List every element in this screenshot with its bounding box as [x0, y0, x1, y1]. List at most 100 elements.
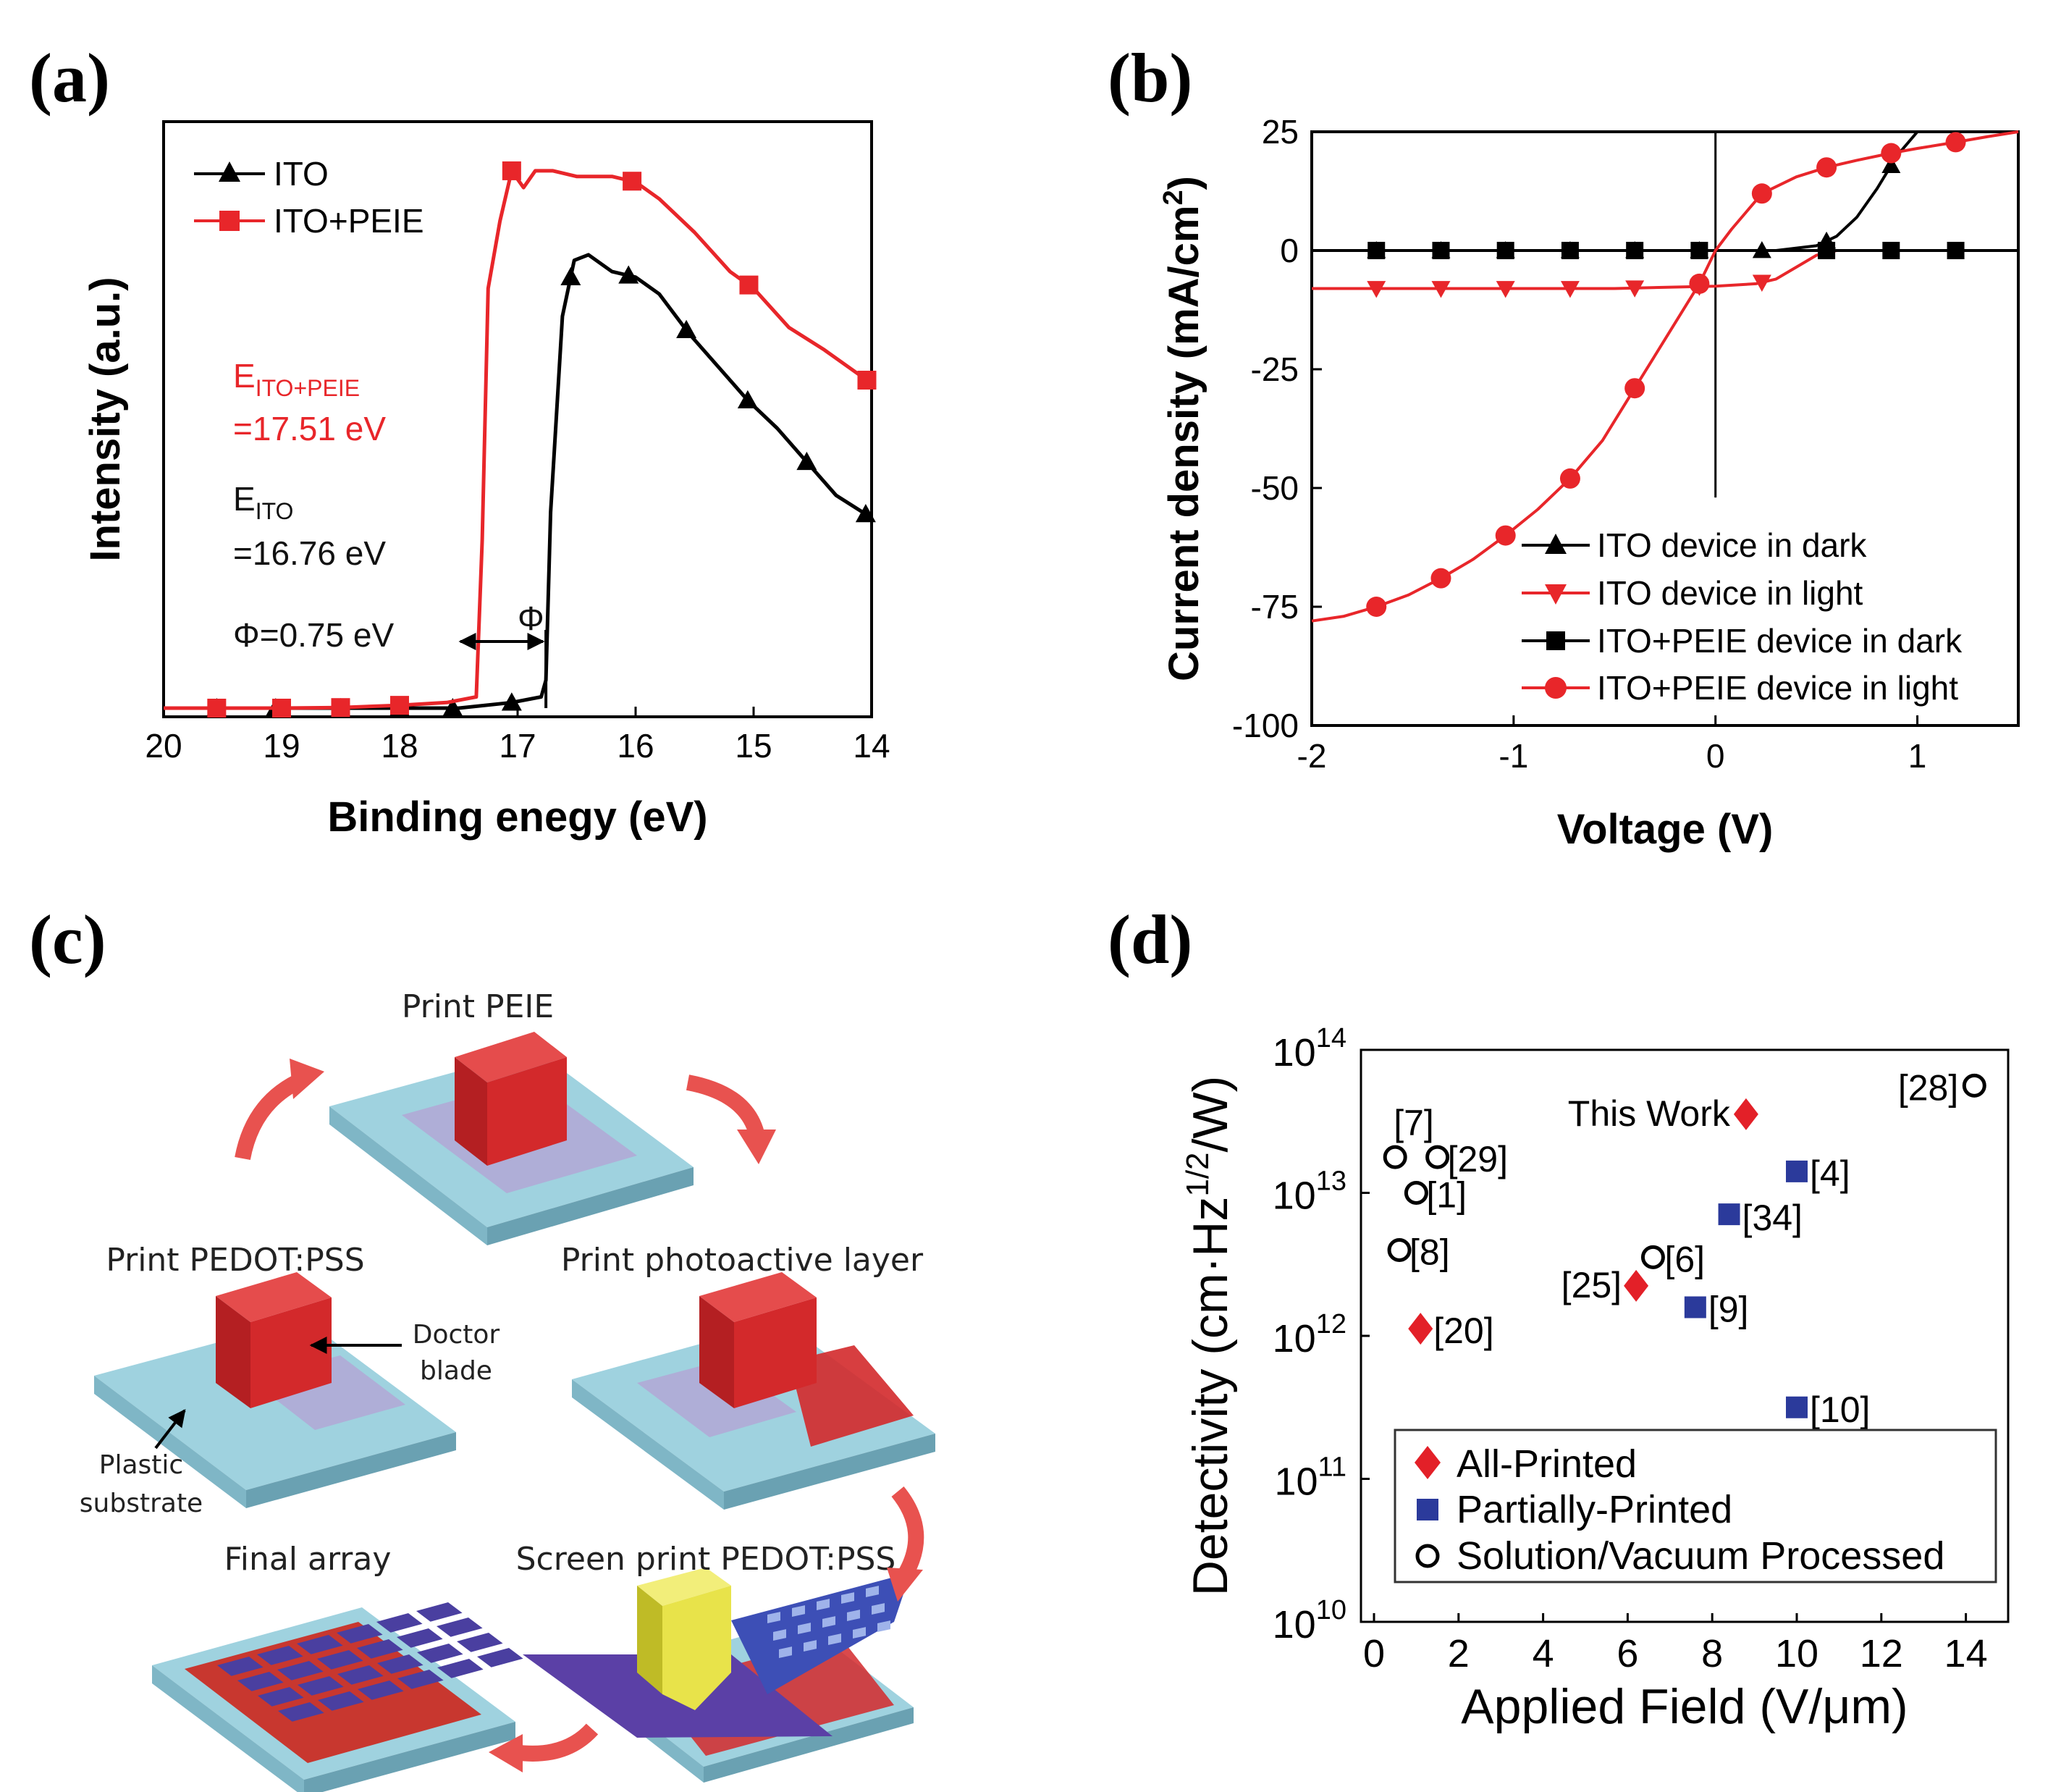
legend-label-all-printed: All-Printed: [1457, 1442, 1637, 1486]
data-marker-triangle-down: [1431, 281, 1451, 298]
data-point-diamond: [1624, 1269, 1649, 1302]
mesh-opening: [773, 1629, 786, 1641]
legend-triangle-up-icon: [1545, 534, 1567, 554]
legend-triangle-down-icon: [1545, 584, 1567, 605]
data-point-circle: [1404, 1181, 1428, 1205]
pixel: [477, 1648, 523, 1667]
chart-b-xlabel: Voltage (V): [1557, 806, 1774, 853]
pixel: [457, 1633, 503, 1652]
data-marker-circle: [1751, 183, 1772, 204]
x-tick-label: 8: [1701, 1632, 1723, 1675]
y-tick-label: 0: [1280, 232, 1299, 269]
substrate-3-left: [572, 1379, 724, 1510]
data-marker-circle: [1559, 468, 1580, 489]
data-marker-square: [502, 161, 521, 180]
data-marker-square: [331, 698, 350, 718]
data-marker-circle: [1430, 568, 1451, 589]
data-point-label: This Work: [1568, 1093, 1731, 1134]
mesh-opening: [798, 1623, 811, 1634]
squeegee-left: [637, 1586, 662, 1694]
data-marker-square: [739, 275, 759, 295]
data-point-diamond: [1733, 1098, 1758, 1130]
data-point-label: [6]: [1664, 1239, 1705, 1279]
mesh-opening: [847, 1610, 860, 1621]
blade-1-left: [455, 1057, 487, 1166]
screen-mesh-back: [731, 1573, 911, 1694]
chart-a-ylabel: Intensity (a.u.): [82, 277, 129, 561]
x-tick-label: 2: [1448, 1632, 1470, 1675]
substrate-3-right: [724, 1434, 935, 1510]
annotation-e-ito-peie: EITO+PEIE: [233, 357, 360, 401]
chart-a: 20 19 18 17 16 15 14 ITO ITO+PEIE EITO+PEIE =1…: [82, 120, 890, 841]
step-label-final-array: Final array: [224, 1541, 392, 1578]
substrate-5-right: [304, 1722, 515, 1792]
data-marker-square: [272, 699, 291, 718]
data-marker-square: [623, 172, 642, 191]
substrate-5-left: [152, 1665, 304, 1792]
pixel: [376, 1613, 423, 1633]
blade-2-top: [216, 1272, 332, 1322]
data-point-circle: [1640, 1245, 1665, 1269]
phi-arrow: [458, 630, 548, 708]
annotation-phi: Φ=0.75 eV: [233, 616, 394, 654]
step-label-screen-print: Screen print PEDOT:PSS: [516, 1541, 896, 1578]
x-tick-label: 0: [1363, 1632, 1385, 1675]
chart-a-xticks: 20 19 18 17 16 15 14: [145, 707, 890, 765]
data-point-label: [34]: [1742, 1198, 1803, 1238]
data-point-label: [1]: [1426, 1175, 1467, 1216]
mesh-opening: [817, 1599, 830, 1610]
data-marker-triangle-down: [1367, 281, 1386, 298]
chart-a-xlabel: Binding enegy (eV): [327, 794, 707, 841]
data-marker-circle: [1881, 143, 1902, 164]
legend-circle-icon: [1415, 1544, 1440, 1568]
pixel: [317, 1650, 363, 1670]
label-plastic: Plastic: [99, 1450, 183, 1480]
data-point-circle: [1387, 1238, 1412, 1262]
pixel: [377, 1654, 423, 1674]
data-point-label: [29]: [1448, 1139, 1508, 1179]
y-tick-label: -25: [1251, 350, 1299, 388]
legend-square-icon: [1417, 1499, 1438, 1520]
x-tick-label: 16: [617, 727, 654, 765]
data-marker-square: [1496, 242, 1514, 259]
substrate-1-left: [329, 1106, 487, 1245]
legend-label-solution-vacuum: Solution/Vacuum Processed: [1457, 1534, 1944, 1578]
panel-label-c: (c): [29, 901, 106, 978]
mesh-opening: [872, 1603, 885, 1615]
series-line-ito-dark: [1312, 130, 1938, 252]
x-tick-label: 18: [381, 727, 418, 765]
x-tick-label: 17: [499, 727, 536, 765]
pixel: [437, 1659, 484, 1678]
x-tick-label: 14: [853, 727, 890, 765]
mesh-opening: [853, 1627, 866, 1639]
arrow-2-head: [737, 1130, 776, 1164]
blade-1-top: [455, 1032, 567, 1082]
legend-label-ito-peie: ITO+PEIE: [274, 202, 424, 240]
data-marker-triangle-up: [1881, 156, 1901, 173]
data-marker-circle: [1366, 597, 1387, 617]
pixel: [257, 1646, 303, 1665]
series-line-ito: [164, 253, 873, 710]
y-tick-label: -50: [1251, 469, 1299, 507]
mesh-opening: [767, 1612, 780, 1623]
pixel: [277, 1661, 324, 1680]
data-marker-square: [1690, 242, 1708, 259]
y-tick-label: 25: [1262, 113, 1299, 151]
process-arrow-heads: [290, 1059, 923, 1772]
pixel: [297, 1635, 343, 1654]
x-tick-label: 15: [735, 727, 772, 765]
legend-label-partially-printed: Partially-Printed: [1457, 1488, 1732, 1531]
data-point-label: [20]: [1433, 1311, 1493, 1351]
substrate-pointer: [154, 1409, 186, 1450]
label-doctor: Doctor: [413, 1320, 500, 1350]
series-line-ito-light: [1312, 249, 1837, 290]
data-marker-square: [857, 371, 877, 390]
step-label-print-photoactive: Print photoactive layer: [561, 1242, 924, 1279]
pixel-array: [217, 1602, 523, 1722]
substrate-2-left: [94, 1376, 246, 1508]
data-marker-triangle-down: [1752, 274, 1771, 292]
y-tick-label: 1012: [1273, 1309, 1346, 1360]
legend-label-ito-light: ITO device in light: [1597, 574, 1863, 612]
